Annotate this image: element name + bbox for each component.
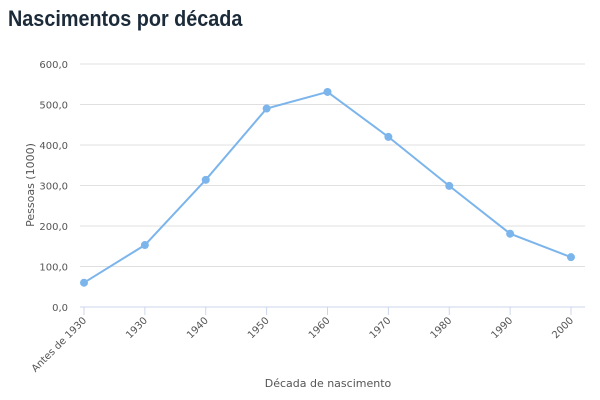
y-tick-label: 0,0 [52, 303, 68, 314]
y-tick-label: 500,0 [39, 101, 68, 112]
data-point [384, 132, 393, 141]
data-point [80, 278, 88, 287]
x-tick-label: 1960 [307, 315, 333, 341]
data-point [445, 181, 454, 190]
x-tick-label: 1940 [185, 315, 211, 341]
data-point [201, 175, 210, 184]
data-point [262, 104, 271, 113]
data-point [567, 253, 575, 262]
y-tick-label: 600,0 [39, 60, 68, 71]
x-tick-label: 1930 [124, 315, 150, 341]
x-tick-label: 1970 [368, 315, 394, 341]
x-tick-label: 1950 [246, 315, 272, 341]
y-tick-label: 200,0 [39, 222, 68, 233]
data-point [140, 241, 149, 250]
y-tick-label: 400,0 [39, 141, 68, 152]
y-tick-label: 100,0 [39, 263, 68, 274]
x-tick-label: 1990 [489, 315, 515, 341]
data-point [323, 87, 332, 96]
series-line [83, 90, 572, 284]
data-point [506, 229, 515, 238]
y-tick-label: 300,0 [39, 182, 68, 193]
x-tick-label: 1980 [429, 315, 455, 341]
x-axis-label: Década de nascimento [265, 377, 392, 390]
x-tick-label: 2000 [550, 315, 576, 341]
y-axis-label: Pessoas (1000) [24, 143, 37, 227]
chart-title: Nascimentos por década [8, 6, 243, 31]
x-tick-label: Antes de 1930 [30, 315, 89, 374]
